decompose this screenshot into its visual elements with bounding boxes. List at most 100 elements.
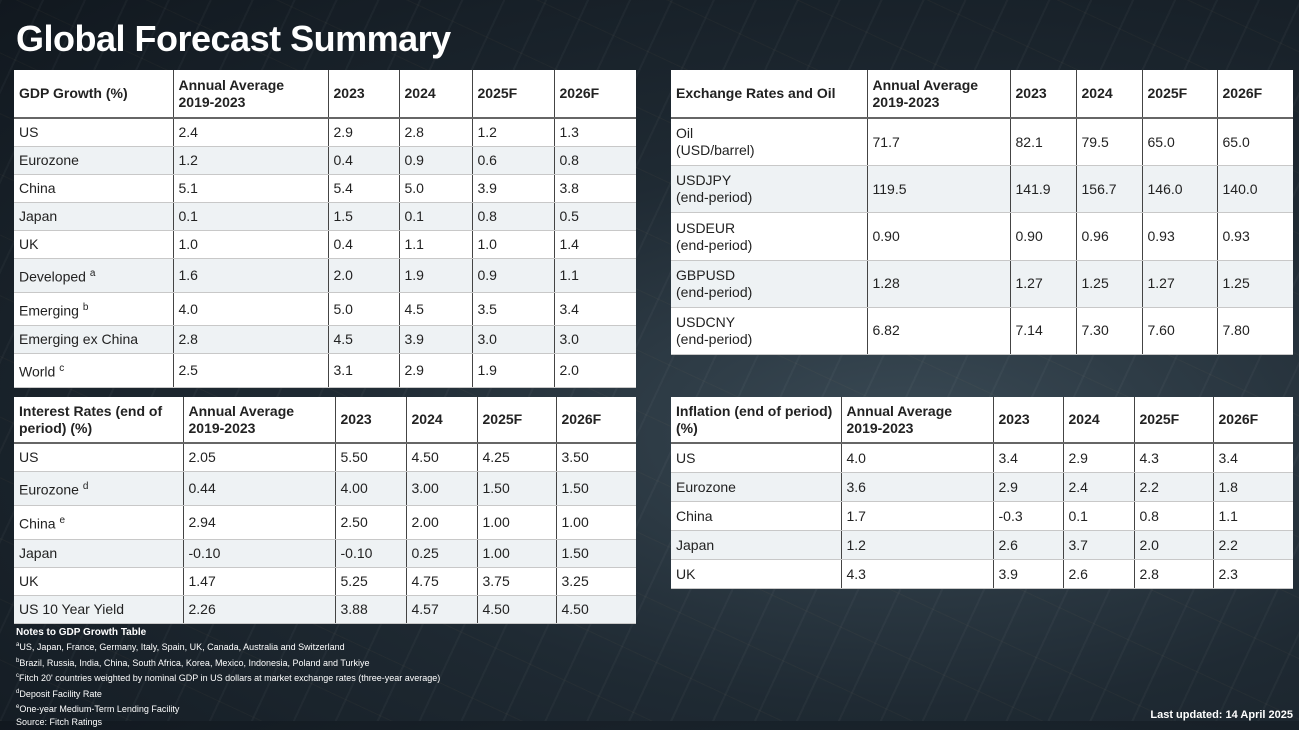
value-cell: 1.5	[328, 202, 400, 232]
table-row: Developed a 1.6 2.0 1.9 0.9 1.1	[14, 258, 636, 293]
value-cell: 1.27	[1142, 260, 1218, 308]
note-item: dDeposit Facility Rate	[16, 686, 440, 701]
row-label: USDJPY	[676, 172, 732, 189]
table-row: Japan 0.1 1.5 0.1 0.8 0.5	[14, 202, 636, 232]
value-cell: 2.8	[399, 118, 473, 148]
row-label: Japan	[676, 536, 715, 553]
value-cell: 4.3	[841, 559, 994, 589]
value-cell: 2.4	[1063, 472, 1135, 503]
column-header: 2024	[406, 397, 478, 444]
value-cell: 1.6	[173, 258, 329, 293]
value-cell: 0.1	[173, 202, 329, 232]
value-cell: 1.00	[477, 505, 557, 540]
value-cell: 0.90	[1010, 212, 1077, 261]
value-cell: 5.1	[173, 174, 329, 204]
value-cell: 0.1	[1063, 501, 1135, 532]
value-cell: 3.9	[993, 559, 1064, 589]
column-header: 2025F	[477, 397, 557, 444]
row-label-cell: USDCNY (end-period)	[671, 307, 868, 356]
value-cell: 3.0	[554, 325, 636, 355]
column-header: 2023	[335, 397, 407, 444]
value-cell: 0.8	[1134, 501, 1214, 532]
value-cell: 1.28	[867, 260, 1011, 308]
note-item: aUS, Japan, France, Germany, Italy, Spai…	[16, 639, 440, 654]
value-cell: 6.82	[867, 307, 1011, 356]
value-cell: 2.26	[183, 595, 336, 625]
value-cell: 1.50	[556, 471, 636, 507]
row-label: US 10 Year Yield	[19, 600, 125, 617]
value-cell: 1.2	[472, 118, 555, 148]
value-cell: 5.50	[335, 443, 407, 473]
value-cell: 2.4	[173, 118, 329, 148]
row-label: Japan	[19, 208, 58, 225]
table-row: Emerging ex China 2.8 4.5 3.9 3.0 3.0	[14, 325, 636, 355]
inflation-table: Inflation (end of period) (%) Annual Aver…	[671, 397, 1293, 589]
row-label-cell: Eurozone	[671, 472, 842, 503]
row-label: GBPUSD	[676, 266, 736, 283]
value-cell: 2.2	[1213, 530, 1293, 561]
last-updated: Last updated: 14 April 2025	[1150, 709, 1293, 721]
footnote-marker: a	[89, 268, 96, 280]
value-cell: 1.7	[841, 501, 994, 532]
value-cell: 4.00	[335, 471, 407, 507]
row-label-cell: Japan	[14, 539, 184, 568]
column-header: 2026F	[1213, 397, 1293, 444]
table-row: USDCNY (end-period) 6.82 7.14 7.30 7.60 7.80	[671, 307, 1293, 356]
value-cell: 0.93	[1217, 212, 1293, 261]
value-cell: 3.4	[993, 443, 1064, 474]
value-cell: 3.0	[472, 325, 555, 355]
value-cell: 1.27	[1010, 260, 1077, 308]
value-cell: 7.30	[1076, 307, 1143, 356]
row-label: Eurozone	[19, 482, 79, 499]
column-header: Annual Average 2019-2023	[867, 70, 1011, 119]
value-cell: 2.2	[1134, 472, 1214, 503]
value-cell: 1.0	[173, 230, 329, 260]
value-cell: 2.8	[173, 325, 329, 355]
row-label-cell: Developed a	[14, 258, 174, 293]
row-label: Emerging	[19, 302, 79, 319]
value-cell: 79.5	[1076, 118, 1143, 167]
row-label-cell: UK	[14, 567, 184, 596]
row-label-cell: UK	[671, 559, 842, 589]
value-cell: 2.6	[1063, 559, 1135, 589]
note-marker: e	[16, 704, 20, 711]
column-header: 2024	[1063, 397, 1135, 444]
value-cell: 0.9	[399, 146, 473, 176]
row-label-cell: USDEUR (end-period)	[671, 212, 868, 261]
table-row: US 4.0 3.4 2.9 4.3 3.4	[671, 443, 1293, 474]
table-row: Oil (USD/barrel) 71.7 82.1 79.5 65.0 65.0	[671, 118, 1293, 167]
row-label: US	[19, 124, 39, 141]
table-row: GBPUSD (end-period) 1.28 1.27 1.25 1.27 1.25	[671, 260, 1293, 308]
table-row: China e 2.94 2.50 2.00 1.00 1.00	[14, 505, 636, 540]
value-cell: 1.00	[477, 539, 557, 568]
row-label: China	[676, 507, 713, 524]
value-cell: 2.05	[183, 443, 336, 473]
value-cell: 1.47	[183, 567, 336, 596]
row-label: US	[19, 449, 39, 466]
table-row: US 2.05 5.50 4.50 4.25 3.50	[14, 443, 636, 473]
value-cell: 0.8	[472, 202, 555, 232]
column-header: Annual Average 2019-2023	[841, 397, 994, 444]
value-cell: 2.3	[1213, 559, 1293, 589]
row-sublabel: (end-period)	[676, 283, 753, 300]
value-cell: 3.9	[399, 325, 473, 355]
value-cell: 1.1	[1213, 501, 1293, 532]
value-cell: 1.1	[399, 230, 473, 260]
column-header: Annual Average 2019-2023	[183, 397, 336, 444]
row-label: China	[19, 180, 56, 197]
value-cell: 3.7	[1063, 530, 1135, 561]
row-label: Emerging ex China	[19, 331, 139, 348]
row-label-cell: Emerging ex China	[14, 325, 174, 355]
column-header: 2024	[399, 70, 473, 119]
row-sublabel: (end-period)	[676, 330, 753, 347]
table-title-header: Exchange Rates and Oil	[671, 70, 868, 119]
value-cell: 1.2	[173, 146, 329, 176]
table-row: China 1.7 -0.3 0.1 0.8 1.1	[671, 501, 1293, 532]
value-cell: 4.0	[173, 292, 329, 327]
table-row: Eurozone 3.6 2.9 2.4 2.2 1.8	[671, 472, 1293, 503]
value-cell: 0.6	[472, 146, 555, 176]
value-cell: 4.75	[406, 567, 478, 596]
column-header: 2025F	[472, 70, 555, 119]
note-marker: d	[16, 688, 20, 695]
value-cell: 2.6	[993, 530, 1064, 561]
